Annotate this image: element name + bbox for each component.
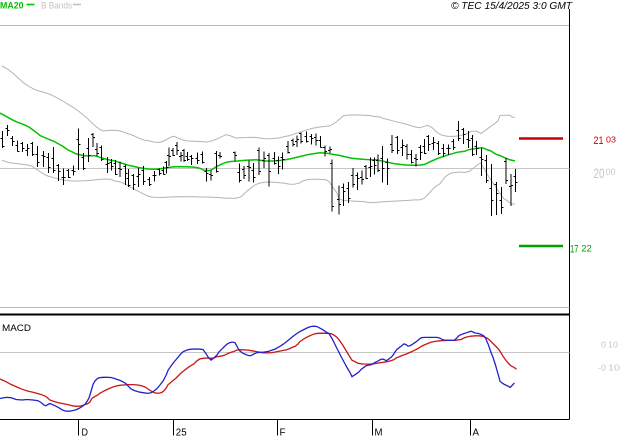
svg-text:20: 20 xyxy=(594,166,605,181)
svg-text:B Bands: B Bands xyxy=(41,1,72,12)
svg-text:22: 22 xyxy=(581,244,592,254)
svg-text:0: 0 xyxy=(601,340,606,350)
svg-text:MA20: MA20 xyxy=(0,1,24,12)
svg-text:03: 03 xyxy=(606,135,616,145)
svg-text:-0: -0 xyxy=(598,363,606,373)
svg-text:F: F xyxy=(280,428,286,439)
svg-text:MACD: MACD xyxy=(2,323,31,334)
svg-text:00: 00 xyxy=(606,167,616,178)
svg-text:M: M xyxy=(375,428,383,439)
svg-text:17: 17 xyxy=(570,244,579,256)
svg-text:D: D xyxy=(82,428,89,439)
svg-text:A: A xyxy=(473,428,480,439)
svg-text:10: 10 xyxy=(608,340,618,350)
svg-text:21: 21 xyxy=(594,135,604,147)
svg-text:10: 10 xyxy=(608,363,620,373)
svg-text:© TEC 15/4/2025 3:0 GMT: © TEC 15/4/2025 3:0 GMT xyxy=(451,1,573,12)
svg-text:25: 25 xyxy=(176,428,187,439)
